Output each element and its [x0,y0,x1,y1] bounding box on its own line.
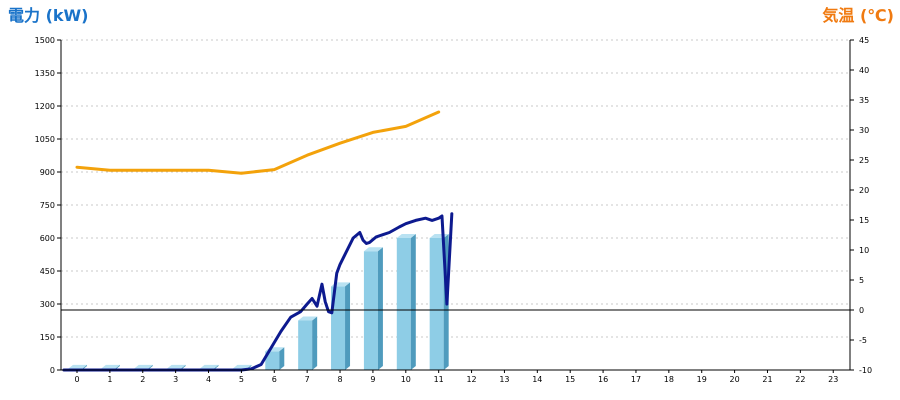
power-bar-top [166,364,186,369]
right-tick-label: -10 [859,366,872,375]
power-bar [363,247,383,370]
left-tick-label: 300 [40,300,55,309]
power-bar-front [331,286,346,370]
right-tick-label: 45 [859,36,869,45]
power-bar-top [133,364,153,369]
right-tick-label: 25 [859,156,869,165]
x-tick-label: 8 [337,375,342,384]
x-tick-label: 14 [532,375,542,384]
right-tick-label: 35 [859,96,869,105]
x-tick-label: 20 [730,375,740,384]
x-tick-label: 4 [206,375,211,384]
power-bar [396,234,416,370]
left-axis-title: 電力 (kW) [8,6,89,25]
x-tick-label: 9 [370,375,375,384]
power-bar-top [68,364,87,369]
x-tick-label: 21 [762,375,772,384]
x-tick-label: 2 [140,375,145,384]
x-tick-label: 18 [664,375,674,384]
left-tick-label: 600 [40,234,55,243]
x-tick-label: 17 [631,375,641,384]
right-axis-title: 気温 (℃) [822,6,894,25]
power-bar-top [232,364,252,369]
power-bar-top [100,364,120,369]
x-tick-label: 11 [434,375,444,384]
power-bar-side [312,316,318,370]
x-tick-label: 5 [239,375,244,384]
x-tick-label: 0 [74,375,79,384]
x-tick-label: 13 [499,375,509,384]
x-tick-label: 6 [272,375,277,384]
power-bar-front [429,238,444,370]
right-tick-label: 0 [859,306,864,315]
power-bar [298,316,318,370]
power-bar-top [363,247,383,252]
power-bar-front [298,320,313,370]
x-tick-label: 12 [466,375,476,384]
x-tick-label: 1 [107,375,112,384]
right-tick-label: 15 [859,216,869,225]
power-bar-front [363,251,378,370]
x-tick-label: 16 [598,375,608,384]
power-bar [265,347,285,370]
power-line [62,212,454,372]
temperature-series [75,110,441,175]
left-tick-label: 1350 [35,69,55,78]
left-tick-label: 1500 [35,36,55,45]
power-bar-top [199,364,219,369]
power-bar-side [410,234,416,370]
power-bar-side [345,282,351,370]
left-tick-label: 900 [40,168,55,177]
x-tick-label: 10 [401,375,411,384]
power-bar-front [265,351,280,370]
left-tick-label: 1050 [35,135,55,144]
right-tick-label: 20 [859,186,869,195]
right-tick-label: 10 [859,246,869,255]
temperature-line [75,110,441,175]
x-tick-label: 3 [173,375,178,384]
left-tick-label: 450 [40,267,55,276]
left-tick-label: 1200 [35,102,55,111]
power-bar-side [279,347,285,370]
right-tick-label: -5 [859,336,867,345]
right-tick-label: 5 [859,276,864,285]
x-tick-label: 19 [697,375,707,384]
power-bar-top [396,234,416,238]
x-tick-label: 23 [828,375,838,384]
axes: 01503004506007509001050120013501500-10-5… [35,36,872,384]
left-tick-label: 0 [50,366,55,375]
left-tick-label: 150 [40,333,55,342]
right-tick-label: 30 [859,126,869,135]
left-tick-label: 750 [40,201,55,210]
power-series [62,212,454,372]
power-bar-side [377,247,383,370]
x-tick-label: 15 [565,375,575,384]
power-bar [331,282,351,370]
x-tick-label: 7 [305,375,310,384]
grid-lines [61,39,850,338]
right-tick-label: 40 [859,66,869,75]
power-bar-top [298,316,318,321]
power-bar-front [396,238,411,370]
x-tick-label: 22 [795,375,805,384]
power-bars [68,234,449,370]
